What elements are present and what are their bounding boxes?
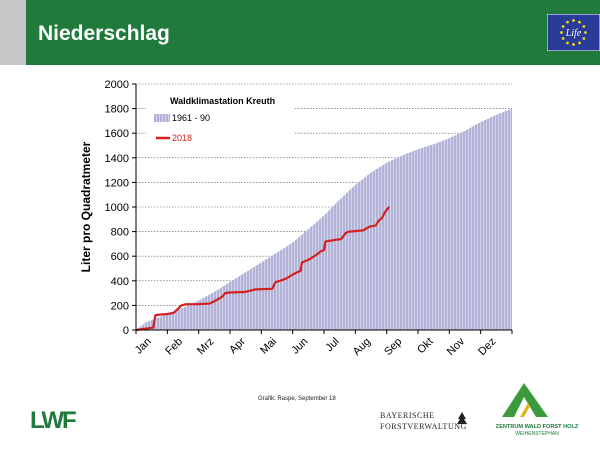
y-tick-label: 1800 bbox=[105, 104, 129, 116]
y-tick-label: 400 bbox=[111, 276, 129, 288]
eu-star-icon bbox=[578, 20, 581, 24]
eu-star-icon bbox=[572, 19, 575, 22]
x-tick-label: Jul bbox=[323, 336, 341, 354]
x-tick-label: Mai bbox=[258, 336, 279, 357]
chart-title: Waldklimastation Kreuth bbox=[170, 96, 275, 106]
eu-logo-text: Life bbox=[565, 28, 582, 39]
y-tick-label: 600 bbox=[111, 251, 129, 263]
x-tick-label: Sep bbox=[382, 336, 404, 358]
eu-star-icon bbox=[560, 31, 563, 34]
page-title: Niederschlag bbox=[38, 22, 170, 45]
eu-life-logo: Life bbox=[547, 14, 600, 51]
series-1961-90-area bbox=[136, 108, 512, 330]
x-tick-label: Nov bbox=[445, 335, 468, 358]
y-tick-label: 1000 bbox=[105, 202, 129, 214]
eu-star-icon bbox=[566, 20, 569, 24]
x-tick-label: Okt bbox=[415, 336, 436, 357]
eu-star-icon bbox=[582, 37, 586, 40]
eu-star-icon bbox=[561, 37, 565, 40]
eu-star-icon bbox=[561, 25, 565, 28]
legend-swatch-1961-90 bbox=[154, 114, 170, 122]
y-tick-label: 200 bbox=[111, 300, 129, 312]
y-tick-label: 1200 bbox=[105, 177, 129, 189]
y-axis-label: Liter pro Quadratmeter bbox=[79, 141, 93, 272]
x-tick-label: Apr bbox=[227, 335, 248, 356]
lwf-logo-text: LWF bbox=[30, 407, 76, 433]
eu-star-icon bbox=[578, 41, 581, 45]
slide-header: Niederschlag Life bbox=[26, 0, 600, 65]
legend-label-2018: 2018 bbox=[172, 133, 192, 143]
y-tick-label: 800 bbox=[111, 227, 129, 239]
bf-logo-line2: FORSTVERWALTUNG bbox=[380, 422, 467, 431]
bayerische-forstverwaltung-logo: BAYERISCHE FORSTVERWALTUNG bbox=[380, 411, 467, 431]
zw-yellow-stroke-icon bbox=[520, 403, 530, 417]
x-tick-label: Dez bbox=[476, 336, 498, 358]
y-tick-label: 1400 bbox=[105, 153, 129, 165]
bf-logo-line1: BAYERISCHE bbox=[380, 411, 435, 420]
eu-star-icon bbox=[566, 41, 569, 45]
series-2018-line bbox=[135, 206, 391, 332]
zentrum-wald-forst-holz-logo: ZENTRUM WALD FORST HOLZ WEIHENSTEPHAN bbox=[496, 383, 579, 437]
eu-star-icon bbox=[582, 25, 586, 28]
eu-star-icon bbox=[572, 43, 575, 46]
y-tick-label: 0 bbox=[123, 325, 129, 337]
legend bbox=[146, 92, 294, 152]
x-tick-label: Jun bbox=[289, 336, 310, 357]
x-tick-label: Jan bbox=[133, 336, 154, 357]
x-tick-label: Feb bbox=[163, 336, 185, 358]
x-tick-label: Aug bbox=[351, 336, 373, 358]
tree-mark-icon bbox=[457, 412, 467, 424]
lwf-logo: LWF bbox=[30, 407, 78, 433]
eu-star-icon bbox=[584, 31, 587, 34]
y-tick-label: 1600 bbox=[105, 128, 129, 140]
legend-label-1961-90: 1961 - 90 bbox=[172, 113, 210, 123]
zw-logo-line2: WEIHENSTEPHAN bbox=[515, 431, 559, 437]
x-tick-label: Mrz bbox=[195, 336, 216, 357]
zw-green-triangle-icon bbox=[502, 383, 548, 417]
header-accent-block bbox=[0, 0, 26, 65]
zw-logo-line1: ZENTRUM WALD FORST HOLZ bbox=[496, 424, 579, 430]
precipitation-chart: 0 200 400 600 800 1000 1200 1400 1600 1800 2000 Jan… bbox=[79, 79, 513, 358]
y-tick-label: 2000 bbox=[105, 79, 129, 91]
chart-credit: Grafik: Raspe, September 18 bbox=[258, 396, 336, 402]
